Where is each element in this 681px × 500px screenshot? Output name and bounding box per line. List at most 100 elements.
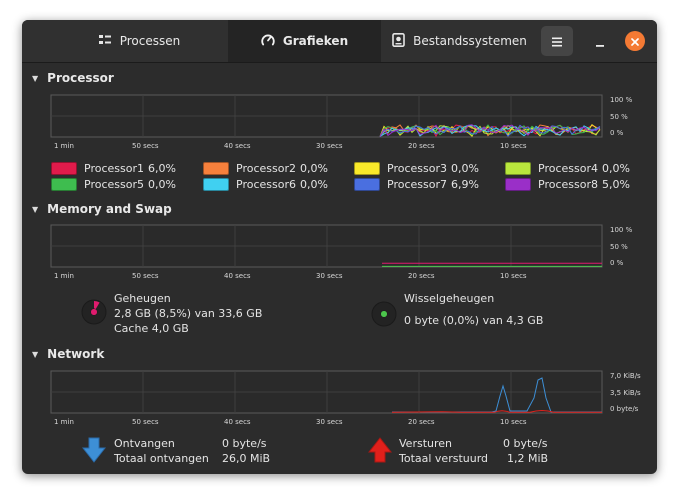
hamburger-menu-icon	[551, 32, 563, 51]
received-rate: 0 byte/s	[222, 437, 267, 450]
tab-processes[interactable]: Processen	[22, 20, 227, 62]
cpu-x-label-30s: 30 secs	[316, 142, 343, 150]
mem-y-label-50: 50 %	[610, 243, 628, 251]
cpu-line-processor8	[379, 124, 601, 137]
drive-icon	[392, 32, 405, 50]
tab-graphs[interactable]: Grafieken	[228, 20, 381, 62]
cpu-y-label-0: 0 %	[610, 129, 624, 137]
total-received-label: Totaal ontvangen	[114, 452, 209, 465]
tab-filesystems[interactable]: Bestandssystemen	[382, 20, 537, 62]
cpu-usage-value: 5,0%	[602, 177, 630, 191]
expander-arrow-icon: ▼	[32, 204, 39, 214]
expander-arrow-icon: ▼	[32, 73, 39, 83]
sent-rate: 0 byte/s	[503, 437, 548, 450]
cpu-legend-processor3[interactable]: Processor3 0,0%	[354, 161, 479, 175]
mem-x-label-1min: 1 min	[54, 272, 74, 280]
net-x-label-40s: 40 secs	[224, 418, 251, 426]
color-swatch[interactable]	[354, 177, 380, 191]
main-menu-button[interactable]	[541, 26, 573, 56]
sent-label: Versturen	[399, 437, 452, 450]
cpu-x-label-20s: 20 secs	[408, 142, 435, 150]
memory-section-title: Memory and Swap	[47, 202, 172, 216]
cpu-y-label-50: 50 %	[610, 113, 628, 121]
cpu-legend-processor8[interactable]: Processor8 5,0%	[505, 177, 630, 191]
expander-arrow-icon: ▼	[32, 349, 39, 359]
cpu-legend-processor5[interactable]: Processor5 0,0%	[51, 177, 176, 191]
mem-x-label-40s: 40 secs	[224, 272, 251, 280]
mem-x-label-50s: 50 secs	[132, 272, 159, 280]
net-x-label-10s: 10 secs	[500, 418, 527, 426]
cpu-usage-value: 6,9%	[451, 177, 479, 191]
cpu-x-label-40s: 40 secs	[224, 142, 251, 150]
cpu-usage-value: 0,0%	[300, 161, 328, 175]
close-icon	[630, 32, 640, 51]
memory-label: Geheugen	[114, 292, 171, 305]
process-list-icon	[98, 34, 112, 49]
memory-section-header[interactable]: ▼ Memory and Swap	[32, 202, 172, 216]
total-received-value: 26,0 MiB	[222, 452, 271, 465]
header-bar: Processen Grafieken Bestandssystemen	[22, 20, 657, 63]
tab-processes-label: Processen	[119, 34, 181, 48]
minimize-icon	[595, 33, 605, 52]
memory-usage-text: 2,8 GB (8,5%) van 33,6 GB	[114, 307, 263, 320]
mem-y-label-100: 100 %	[610, 226, 633, 234]
cpu-legend-processor6[interactable]: Processor6 0,0%	[203, 177, 328, 191]
color-swatch[interactable]	[203, 177, 229, 191]
swap-label: Wisselgeheugen	[404, 292, 495, 305]
network-section-header[interactable]: ▼ Network	[32, 347, 104, 361]
color-swatch[interactable]	[51, 177, 77, 191]
system-monitor-window: Processen Grafieken Bestandssystemen	[22, 20, 657, 474]
mem-x-label-10s: 10 secs	[500, 272, 527, 280]
net-x-label-50s: 50 secs	[132, 418, 159, 426]
cpu-legend-processor1[interactable]: Processor1 6,0%	[51, 161, 176, 175]
cpu-usage-value: 0,0%	[602, 161, 630, 175]
mem-x-label-30s: 30 secs	[316, 272, 343, 280]
processor-section-header[interactable]: ▼ Processor	[32, 71, 114, 85]
network-sent-line	[391, 409, 602, 413]
memory-history-graph: 100 % 50 % 0 % 1 min 50 secs 40 secs 30 …	[50, 224, 633, 280]
network-history-graph: 7,0 KiB/s 3,5 KiB/s 0 byte/s 1 min 50 se…	[50, 370, 641, 426]
cpu-history-graph: 100 % 50 % 0 % 1 min 50 secs 40 secs 30 …	[50, 94, 633, 150]
memory-cache-text: Cache 4,0 GB	[114, 322, 189, 335]
net-y-label-mid: 3,5 KiB/s	[610, 389, 641, 397]
color-swatch[interactable]	[505, 161, 531, 175]
tab-graphs-label: Grafieken	[282, 34, 349, 48]
cpu-line-processor7	[379, 124, 601, 137]
cpu-usage-value: 0,0%	[148, 177, 176, 191]
memory-usage-pie[interactable]	[81, 299, 107, 325]
minimize-button[interactable]	[590, 32, 610, 52]
network-received-line	[392, 377, 602, 413]
color-swatch[interactable]	[354, 161, 380, 175]
cpu-usage-value: 0,0%	[300, 177, 328, 191]
net-x-label-20s: 20 secs	[408, 418, 435, 426]
net-y-label-max: 7,0 KiB/s	[610, 372, 641, 380]
color-swatch[interactable]	[505, 177, 531, 191]
cpu-x-label-10s: 10 secs	[500, 142, 527, 150]
swap-usage-pie[interactable]	[371, 301, 397, 327]
cpu-y-label-100: 100 %	[610, 96, 633, 104]
net-x-label-1min: 1 min	[54, 418, 74, 426]
color-swatch[interactable]	[51, 161, 77, 175]
network-section-title: Network	[47, 347, 105, 361]
swap-usage-text: 0 byte (0,0%) van 4,3 GB	[404, 314, 544, 327]
received-label: Ontvangen	[114, 437, 175, 450]
color-swatch[interactable]	[203, 161, 229, 175]
mem-x-label-20s: 20 secs	[408, 272, 435, 280]
cpu-legend-processor7[interactable]: Processor7 6,9%	[354, 177, 479, 191]
cpu-legend-processor4[interactable]: Processor4 0,0%	[505, 161, 630, 175]
close-button[interactable]	[625, 31, 645, 51]
total-sent-label: Totaal verstuurd	[399, 452, 489, 465]
tab-filesystems-label: Bestandssystemen	[413, 34, 527, 48]
upload-arrow-icon	[368, 437, 392, 463]
net-x-label-30s: 30 secs	[316, 418, 343, 426]
net-y-label-0: 0 byte/s	[610, 405, 639, 413]
cpu-legend-processor2[interactable]: Processor2 0,0%	[203, 161, 328, 175]
processor-section-title: Processor	[47, 71, 114, 85]
download-arrow-icon	[82, 437, 106, 463]
cpu-x-label-1min: 1 min	[54, 142, 74, 150]
cpu-x-label-50s: 50 secs	[132, 142, 159, 150]
mem-y-label-0: 0 %	[610, 259, 624, 267]
cpu-usage-value: 0,0%	[451, 161, 479, 175]
cpu-usage-value: 6,0%	[148, 161, 176, 175]
gauge-icon	[261, 33, 275, 50]
